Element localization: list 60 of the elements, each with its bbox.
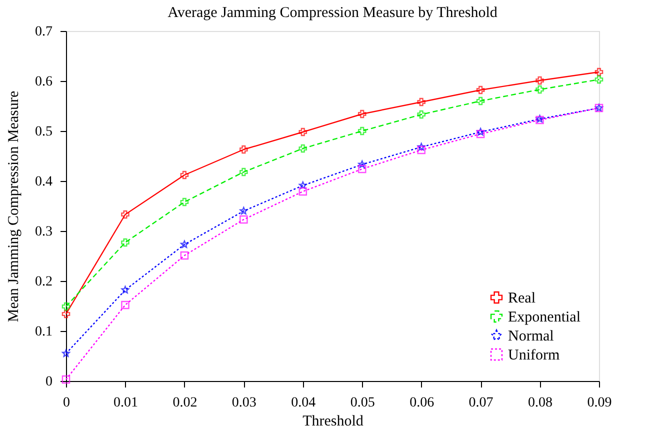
point: [240, 215, 248, 224]
point: [536, 85, 544, 94]
point: [358, 164, 366, 174]
point: [417, 146, 426, 154]
y-tick-label: 0.1: [35, 324, 52, 340]
point: [298, 144, 308, 153]
chart-title: Average Jamming Compression Measure by Threshold: [168, 5, 498, 21]
point: [417, 98, 426, 106]
point: [240, 168, 248, 176]
point: [298, 187, 308, 196]
point: [476, 96, 485, 106]
point: [298, 128, 308, 136]
point: [240, 145, 248, 154]
y-tick-label: 0.7: [35, 24, 52, 40]
legend-label: Normal: [508, 328, 554, 344]
legend-label: Exponential: [508, 310, 580, 326]
x-tick-label: 0.06: [410, 396, 434, 410]
point: [240, 206, 248, 214]
point: [180, 170, 189, 180]
y-tick-label: 0.5: [35, 124, 52, 140]
legend-label: Uniform: [508, 348, 560, 364]
x-tick-label: 0.01: [113, 396, 138, 410]
point: [121, 210, 130, 219]
x-tick-label: 0: [63, 396, 70, 410]
y-tick-label: 0.6: [35, 74, 52, 90]
x-tick-label: 0.07: [468, 396, 494, 410]
x-tick-label: 0.04: [291, 396, 316, 410]
y-tick-label: 0.4: [35, 174, 52, 190]
point: [180, 251, 189, 260]
point: [476, 128, 485, 136]
point: [121, 286, 130, 294]
x-axis-title: Threshold: [302, 414, 364, 430]
y-tick-label: 0.2: [35, 274, 52, 290]
y-tick-label: 0.3: [35, 224, 52, 240]
point: [121, 238, 130, 247]
point: [417, 110, 426, 119]
point: [476, 86, 485, 94]
x-tick-label: 0.05: [350, 396, 375, 410]
point: [594, 75, 604, 84]
point: [358, 160, 366, 168]
point: [358, 126, 366, 136]
point: [121, 300, 130, 310]
point: [536, 76, 544, 85]
x-tick-label: 0.08: [528, 396, 553, 410]
point: [180, 240, 188, 248]
point: [180, 198, 189, 206]
point: [594, 68, 604, 76]
point: [62, 349, 70, 357]
y-axis-title: Mean Jamming Compression Measure: [6, 90, 22, 322]
x-tick-label: 0.03: [232, 396, 256, 410]
point: [62, 302, 70, 311]
point: [417, 142, 426, 150]
point: [476, 130, 485, 138]
point: [358, 110, 366, 118]
x-tick-label: 0.09: [587, 396, 612, 410]
x-tick-label: 0.02: [172, 396, 198, 410]
legend-label: Real: [508, 290, 536, 306]
point: [298, 181, 307, 189]
point: [62, 310, 70, 318]
y-tick-label: 0: [46, 374, 52, 390]
